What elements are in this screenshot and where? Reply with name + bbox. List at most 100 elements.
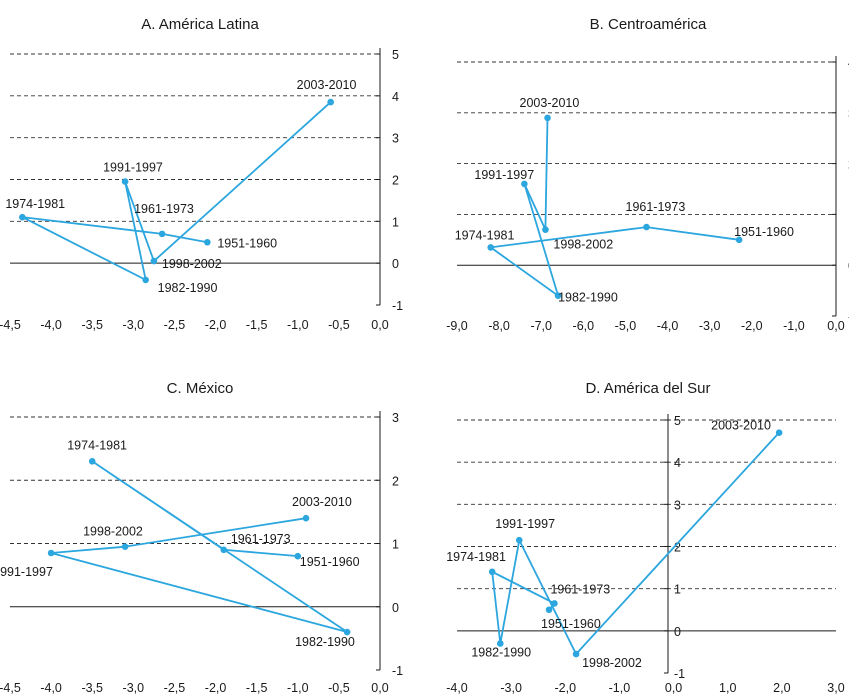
point-label: 1991-1997 (474, 168, 534, 182)
x-tick-label: -2,5 (164, 681, 186, 695)
data-point (554, 292, 562, 299)
x-tick-label: 3,0 (827, 681, 844, 695)
y-tick-label: 4 (392, 90, 399, 104)
point-label: 1961-1973 (134, 202, 194, 216)
y-tick-label: 5 (674, 414, 681, 428)
x-tick-label: -4,0 (657, 319, 679, 333)
y-tick-label: 2 (392, 474, 399, 488)
y-tick-label: 2 (392, 174, 399, 188)
x-tick-label: -5,0 (615, 319, 637, 333)
x-tick-label: -0,5 (328, 318, 350, 332)
x-tick-label: -1,0 (783, 319, 805, 333)
panel-title: C. México (167, 380, 234, 397)
y-tick-label: 0 (392, 257, 399, 271)
point-label: 1998-2002 (553, 238, 613, 252)
x-tick-label: -2,0 (205, 681, 227, 695)
point-label: 1982-1990 (158, 281, 218, 295)
data-point (551, 600, 558, 607)
point-label: 1951-1960 (734, 225, 794, 239)
x-tick-label: -7,0 (530, 319, 552, 333)
panel-title: B. Centroamérica (590, 16, 707, 33)
data-point (294, 552, 302, 560)
y-tick-label: 3 (392, 132, 399, 146)
point-label: 1982-1990 (558, 291, 618, 305)
x-tick-label: 0,0 (827, 319, 844, 333)
point-label: 1974-1981 (455, 228, 515, 242)
x-tick-label: -4,5 (0, 318, 21, 332)
x-tick-label: -2,0 (555, 681, 577, 695)
point-label: 1998-2002 (582, 656, 642, 670)
data-point (735, 236, 743, 244)
y-tick-label: 1 (392, 215, 399, 229)
point-label: 1991-1997 (0, 565, 53, 579)
point-label: 2003-2010 (297, 78, 357, 92)
data-point (204, 238, 211, 246)
data-point (487, 244, 494, 251)
data-point (545, 606, 553, 614)
y-tick-label: -1 (674, 667, 685, 681)
data-point (343, 628, 351, 636)
point-label: 1991-1997 (103, 161, 163, 175)
data-point (220, 546, 228, 554)
y-tick-label: 5 (392, 48, 399, 62)
x-tick-label: -1,5 (246, 318, 268, 332)
data-point (47, 549, 55, 557)
x-tick-label: -2,0 (205, 318, 227, 332)
data-point (88, 457, 96, 465)
data-point (121, 178, 129, 185)
point-label: 1974-1981 (5, 197, 65, 211)
x-tick-label: -6,0 (573, 319, 595, 333)
x-tick-label: 0,0 (371, 318, 388, 332)
y-tick-label: 1 (392, 538, 399, 552)
x-tick-label: -3,0 (123, 318, 145, 332)
x-tick-label: -2,5 (164, 318, 186, 332)
x-tick-label: -1,5 (246, 681, 268, 695)
data-point (521, 180, 528, 188)
x-tick-label: -3,5 (81, 681, 103, 695)
y-tick-label: 1 (674, 583, 681, 597)
data-point (158, 230, 166, 238)
data-point (775, 429, 783, 436)
x-tick-label: -2,0 (741, 319, 763, 333)
y-tick-label: 3 (392, 411, 399, 425)
panel-mexico: C. México -1 0 1 2 3 -4,5 -4,0 -3,5 -3,0 -2,5 -2,0… (0, 380, 403, 695)
x-tick-label: -1,0 (609, 681, 631, 695)
data-point (142, 276, 149, 284)
x-tick-label: -3,0 (123, 681, 145, 695)
x-tick-label: 1,0 (719, 681, 736, 695)
data-point (497, 640, 504, 647)
point-label: 1991-1997 (495, 517, 555, 531)
x-tick-label: -4,0 (446, 681, 468, 695)
x-tick-label: 0,0 (665, 681, 682, 695)
panel-title: A. América Latina (141, 16, 259, 33)
x-tick-label: 2,0 (773, 681, 790, 695)
panel-america-del-sur: D. América del Sur -1 0 1 2 3 4 5 -4,0 -3,0 -2,0 -… (446, 380, 845, 695)
point-label: 1951-1960 (217, 236, 277, 250)
x-tick-label: -3,5 (81, 318, 103, 332)
y-tick-label: 2 (674, 541, 681, 555)
data-point (302, 514, 310, 522)
point-label: 1974-1981 (446, 550, 506, 564)
x-tick-label: -0,5 (328, 681, 350, 695)
x-tick-label: 0,0 (371, 681, 388, 695)
data-point (643, 223, 650, 231)
panel-title: D. América del Sur (585, 380, 710, 397)
series-line (21, 101, 332, 282)
data-point (121, 543, 129, 550)
y-tick-label: 0 (392, 601, 399, 615)
point-label: 1951-1960 (541, 617, 601, 631)
x-tick-label: -3,0 (500, 681, 522, 695)
x-tick-label: -8,0 (488, 319, 510, 333)
point-label: 1951-1960 (300, 555, 360, 569)
x-tick-label: -1,0 (287, 318, 309, 332)
data-point (542, 226, 549, 233)
point-label: 1998-2002 (162, 257, 222, 271)
y-tick-label: 0 (674, 625, 681, 639)
x-tick-label: -3,0 (699, 319, 721, 333)
point-label: 1961-1973 (550, 582, 610, 596)
data-point (327, 98, 334, 106)
panel-centroamerica: B. Centroamérica -101234-9,0-8,0-7,0-6,0… (446, 16, 849, 333)
point-label: 1961-1973 (626, 200, 686, 214)
data-point (19, 213, 26, 221)
series-line (491, 431, 780, 656)
